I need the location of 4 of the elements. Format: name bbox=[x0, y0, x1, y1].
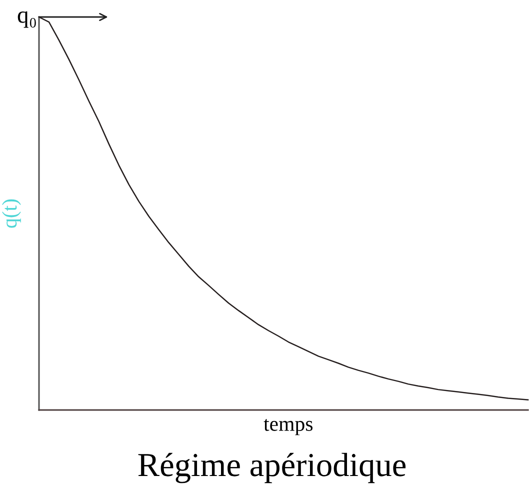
y-axis-title: q(t) bbox=[2, 199, 21, 228]
text: Régime apériodique bbox=[138, 452, 406, 484]
x-axis-title: temps bbox=[264, 419, 313, 436]
text: q₀ bbox=[18, 11, 36, 28]
